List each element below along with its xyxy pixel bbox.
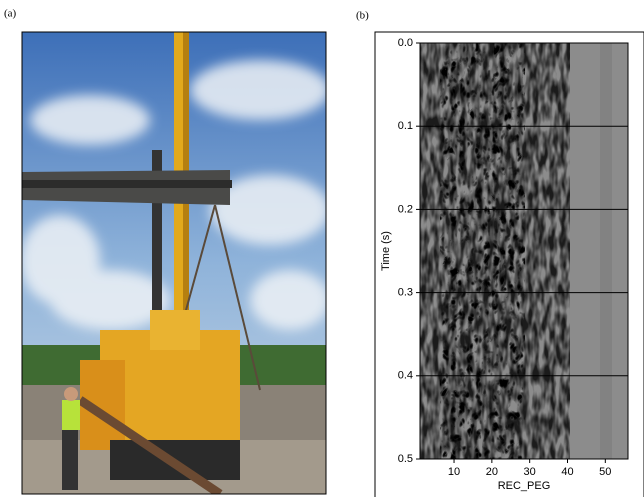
panel-label: (b): [356, 10, 369, 22]
y-axis-label: Time (s): [380, 231, 392, 271]
x-tick-label: 50: [599, 466, 611, 478]
y-tick-label: 0.3: [398, 287, 413, 299]
y-tick-label: 0.1: [398, 120, 413, 132]
y-tick-label: 0.2: [398, 203, 413, 215]
y-tick-label: 0.5: [398, 453, 413, 465]
photo: [20, 32, 330, 495]
x-axis-label: REC_PEG: [498, 480, 551, 492]
y-tick-label: 0.4: [398, 370, 413, 382]
x-tick-label: 10: [448, 466, 460, 478]
figure: (a) (b) 0.0 0.1 0.2 0.3 0.4 0.5 10 20: [0, 0, 644, 497]
x-tick-label: 40: [561, 466, 573, 478]
panel-label: (a): [4, 8, 17, 20]
seismic-image: [420, 43, 628, 459]
x-tick-label: 30: [524, 466, 536, 478]
x-tick-label: 20: [486, 466, 498, 478]
y-tick-label: 0.0: [398, 37, 413, 49]
